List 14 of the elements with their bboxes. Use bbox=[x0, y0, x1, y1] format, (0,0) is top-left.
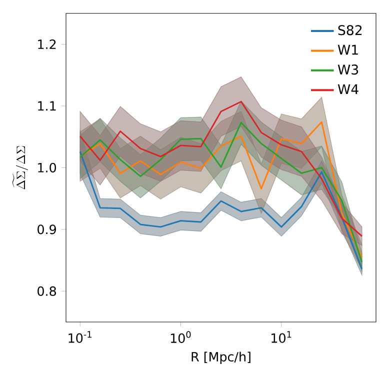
legend-label: W3 bbox=[338, 64, 358, 75]
y-axis-title: $\widetilde{\Delta\Sigma}/\Delta\Sigma$ bbox=[12, 146, 28, 190]
x-tick-label: 10$^{-1}$ bbox=[68, 331, 92, 343]
y-tick-label: 1.1 bbox=[38, 101, 56, 111]
x-tick-label: 10$^{0}$ bbox=[170, 331, 191, 344]
y-tick-label: 1.2 bbox=[38, 39, 56, 49]
legend-label: S82 bbox=[338, 25, 362, 36]
y-tick-label: 0.9 bbox=[38, 224, 56, 234]
y-tick-label: 0.8 bbox=[38, 286, 56, 296]
legend-label: W4 bbox=[338, 84, 358, 94]
y-tick-label: 1.0 bbox=[38, 162, 56, 172]
legend-label: W1 bbox=[338, 44, 358, 55]
x-tick-label: 10$^{1}$ bbox=[272, 331, 292, 343]
x-axis-title: R [Mpc/h] bbox=[192, 352, 250, 364]
